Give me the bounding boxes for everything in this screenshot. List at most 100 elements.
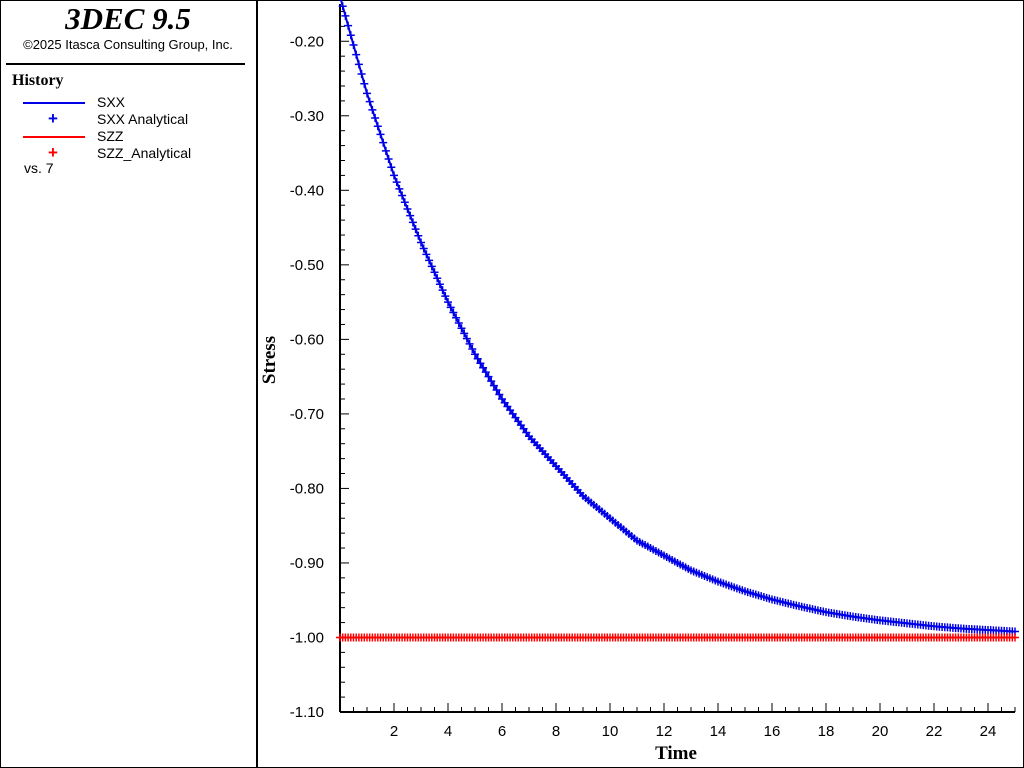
series-point-sxx-analytical bbox=[408, 218, 417, 227]
panel-divider bbox=[256, 0, 258, 768]
series-point-sxx-analytical bbox=[349, 40, 358, 49]
series-point-sxx-analytical bbox=[427, 262, 436, 271]
series-point-sxx-analytical bbox=[346, 31, 355, 40]
app-title: 3DEC 9.5 bbox=[65, 1, 191, 36]
series-point-sxx-analytical bbox=[473, 354, 482, 363]
y-tick-label: -0.20 bbox=[290, 33, 324, 50]
series-point-sxx-analytical bbox=[365, 97, 374, 106]
series-point-sxx-analytical bbox=[460, 329, 469, 338]
x-tick-label: 24 bbox=[980, 723, 997, 740]
series-point-szz-analytical bbox=[1011, 633, 1019, 642]
line-marker-icon bbox=[23, 136, 85, 138]
series-point-sxx-analytical bbox=[392, 178, 401, 187]
y-tick-label: -0.60 bbox=[290, 331, 324, 348]
series-layer bbox=[336, 0, 1019, 642]
series-point-sxx-analytical bbox=[344, 21, 353, 30]
series-point-sxx-analytical bbox=[457, 324, 466, 333]
series-point-sxx-analytical bbox=[489, 381, 498, 390]
x-tick-label: 2 bbox=[390, 723, 398, 740]
line-marker-icon bbox=[23, 102, 85, 104]
series-point-sxx-analytical bbox=[357, 70, 366, 79]
series-point-sxx-analytical bbox=[395, 184, 404, 193]
series-point-sxx-analytical bbox=[381, 146, 390, 155]
y-tick-label: -0.50 bbox=[290, 257, 324, 274]
series-point-sxx-analytical bbox=[446, 303, 455, 312]
x-tick-label: 18 bbox=[818, 723, 835, 740]
legend-label: SXX Analytical bbox=[97, 111, 189, 127]
series-point-sxx-analytical bbox=[373, 122, 382, 131]
x-tick-label: 16 bbox=[764, 723, 781, 740]
legend-item-sxx: SXX bbox=[20, 94, 250, 112]
title-rule bbox=[6, 63, 245, 65]
series-point-sxx-analytical bbox=[425, 256, 434, 265]
series-point-sxx-analytical bbox=[352, 50, 361, 59]
series-point-sxx-analytical bbox=[435, 280, 444, 289]
series-point-sxx-analytical bbox=[449, 308, 458, 317]
series-point-sxx-analytical bbox=[422, 250, 431, 259]
series-point-sxx-analytical bbox=[452, 313, 461, 322]
series-point-sxx-analytical bbox=[411, 225, 420, 234]
plus-marker-icon: + bbox=[48, 143, 58, 162]
series-point-sxx-analytical bbox=[487, 377, 496, 386]
series-point-sxx-analytical bbox=[400, 198, 409, 207]
series-point-sxx-analytical bbox=[441, 292, 450, 301]
series-point-sxx-analytical bbox=[468, 345, 477, 354]
series-point-sxx-analytical bbox=[481, 368, 490, 377]
x-tick-label: 10 bbox=[602, 723, 619, 740]
x-tick-label: 8 bbox=[552, 723, 560, 740]
y-axis-label: Stress bbox=[259, 336, 280, 384]
y-tick-label: -1.10 bbox=[290, 704, 324, 721]
series-point-sxx-analytical bbox=[403, 204, 412, 213]
legend-vs-label: vs. 7 bbox=[24, 160, 54, 176]
plus-marker-icon: + bbox=[48, 109, 58, 128]
series-point-sxx-analytical bbox=[454, 318, 463, 327]
y-tick-label: -0.80 bbox=[290, 480, 324, 497]
series-point-sxx-analytical bbox=[444, 298, 452, 307]
series-point-sxx-analytical bbox=[339, 0, 341, 1]
series-point-sxx-analytical bbox=[438, 286, 447, 295]
series-point-sxx-analytical bbox=[419, 244, 428, 253]
y-tick-label: -1.00 bbox=[290, 629, 324, 646]
series-point-sxx-analytical bbox=[354, 60, 363, 69]
series-point-sxx-analytical bbox=[371, 114, 380, 123]
legend-item-sxx-analytical: + SXX Analytical bbox=[20, 109, 250, 129]
series-point-sxx-analytical bbox=[368, 105, 377, 114]
plot-axes: 2 4 6 8 10 12 14 16 18 20 22 24-0.20-0.30-0.40-0.50… bbox=[290, 4, 1016, 740]
legend-label: SZZ_Analytical bbox=[97, 145, 192, 161]
y-tick-label: -0.90 bbox=[290, 555, 324, 572]
x-tick-label: 6 bbox=[498, 723, 506, 740]
copyright-notice: ©2025 Itasca Consulting Group, Inc. bbox=[23, 37, 233, 52]
y-tick-label: -0.30 bbox=[290, 108, 324, 125]
series-point-sxx-analytical bbox=[495, 390, 504, 399]
legend-item-szz-analytical: + SZZ_Analytical bbox=[20, 143, 250, 163]
series-point-sxx-analytical bbox=[363, 89, 371, 98]
x-axis-label: Time bbox=[655, 743, 697, 764]
x-tick-label: 20 bbox=[872, 723, 889, 740]
x-tick-label: 12 bbox=[656, 723, 673, 740]
series-point-sxx-analytical bbox=[376, 130, 385, 139]
series-point-sxx-analytical bbox=[433, 274, 442, 283]
series-point-sxx-analytical bbox=[492, 386, 501, 395]
series-point-sxx-analytical bbox=[390, 171, 398, 180]
series-point-sxx-analytical bbox=[379, 138, 388, 147]
series-point-sxx-analytical bbox=[414, 231, 423, 240]
legend-label: SXX bbox=[97, 94, 126, 110]
series-point-sxx-analytical bbox=[341, 11, 350, 20]
y-tick-label: -0.70 bbox=[290, 406, 324, 423]
series-point-sxx-analytical bbox=[430, 268, 439, 277]
x-tick-label: 22 bbox=[926, 723, 943, 740]
legend-label: SZZ bbox=[97, 128, 124, 144]
series-point-sxx-analytical bbox=[398, 191, 407, 200]
legend-heading: History bbox=[12, 72, 64, 89]
y-tick-label: -0.40 bbox=[290, 182, 324, 199]
series-point-sxx-analytical bbox=[476, 359, 485, 368]
series-point-sxx-analytical bbox=[338, 2, 347, 11]
series-point-sxx-analytical bbox=[484, 372, 493, 381]
series-point-sxx-analytical bbox=[471, 350, 479, 359]
series-point-sxx-analytical bbox=[384, 155, 393, 164]
series-point-sxx-analytical bbox=[387, 163, 396, 172]
series-point-sxx-analytical bbox=[479, 363, 488, 372]
series-point-sxx-analytical bbox=[465, 339, 474, 348]
series-point-sxx-analytical bbox=[406, 211, 415, 220]
